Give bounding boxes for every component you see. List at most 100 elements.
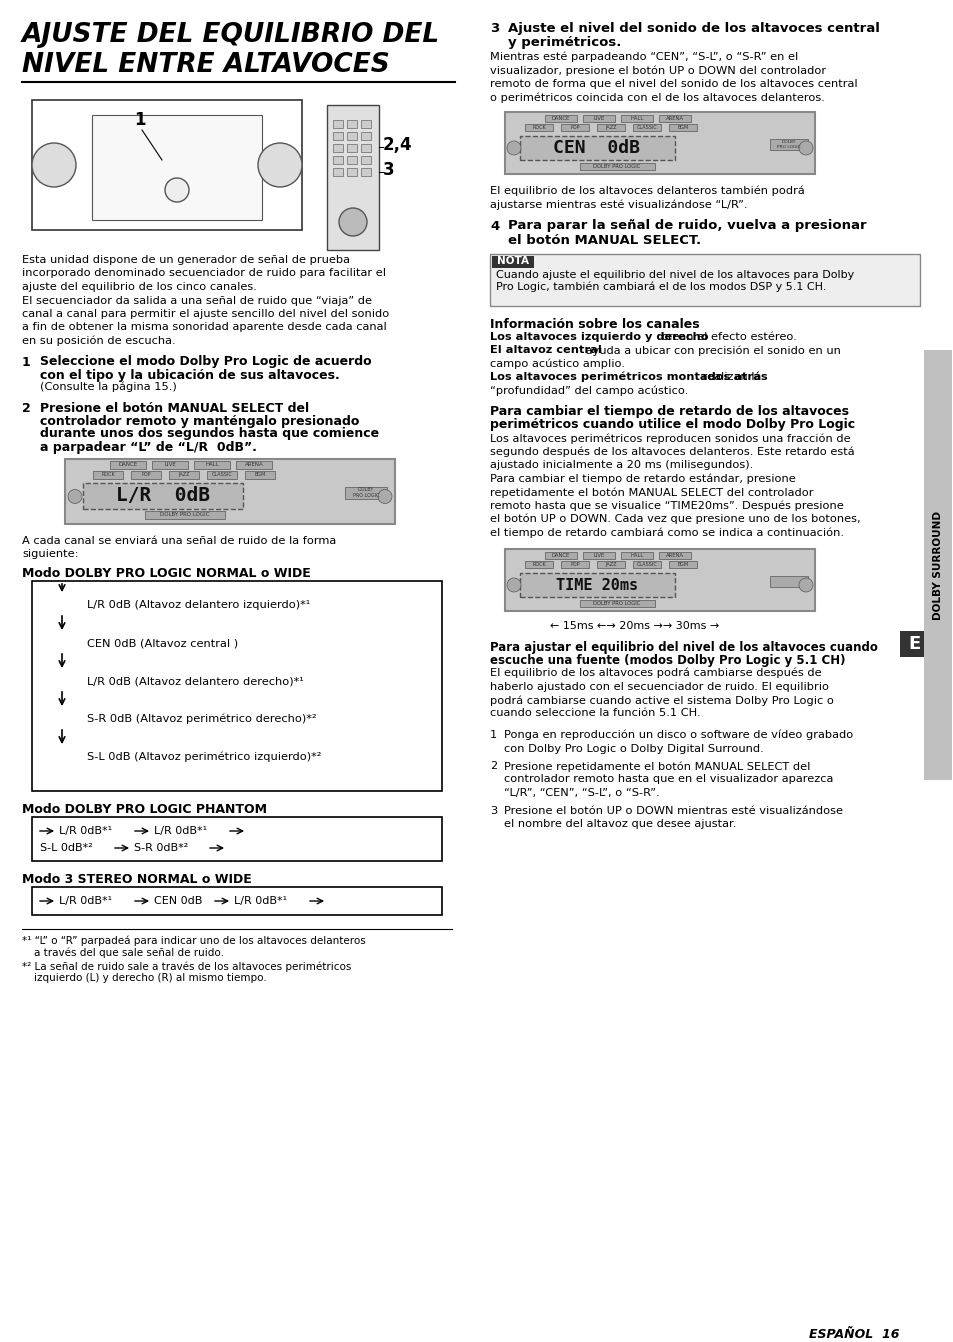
Text: repetidamente el botón MANUAL SELECT del controlador: repetidamente el botón MANUAL SELECT del… [490, 487, 813, 498]
Text: el botón MANUAL SELECT.: el botón MANUAL SELECT. [507, 234, 700, 247]
Text: en su posición de escucha.: en su posición de escucha. [22, 336, 175, 346]
Text: *² La señal de ruido sale a través de los altavoces perimétricos: *² La señal de ruido sale a través de lo… [22, 961, 351, 972]
Text: ROCK: ROCK [532, 125, 545, 130]
Text: Presione el botón MANUAL SELECT del: Presione el botón MANUAL SELECT del [40, 401, 309, 415]
Bar [169, 471, 199, 479]
Text: durante unos dos segundos hasta que comience: durante unos dos segundos hasta que comi… [40, 428, 378, 440]
Bar [560, 123, 588, 132]
Text: y perimétricos.: y perimétricos. [507, 36, 620, 50]
Text: A cada canal se enviará una señal de ruido de la forma: A cada canal se enviará una señal de rui… [22, 535, 335, 545]
Text: el nombre del altavoz que desee ajustar.: el nombre del altavoz que desee ajustar. [503, 819, 736, 829]
Bar [899, 631, 929, 658]
Text: ARENA: ARENA [244, 462, 263, 467]
Text: LIVE: LIVE [593, 553, 604, 558]
Bar [32, 101, 302, 229]
Text: *¹ “L” o “R” parpadeá para indicar uno de los altavoces delanteros: *¹ “L” o “R” parpadeá para indicar uno d… [22, 935, 365, 946]
Text: L/R 0dB*¹: L/R 0dB*¹ [153, 825, 207, 836]
Text: segundo después de los altavoces delanteros. Este retardo está: segundo después de los altavoces delante… [490, 447, 854, 458]
Text: Los altavoces perimétricos montados atrás: Los altavoces perimétricos montados atrá… [490, 372, 767, 382]
Text: campo acústico amplio.: campo acústico amplio. [490, 358, 624, 369]
Bar [659, 552, 690, 560]
Text: El equilibrio de los altavoces delanteros también podrá: El equilibrio de los altavoces delantero… [490, 187, 804, 196]
Text: remoto de forma que el nivel del sonido de los altavoces central: remoto de forma que el nivel del sonido … [490, 79, 857, 89]
Text: DANCE: DANCE [118, 462, 137, 467]
Text: Presione el botón UP o DOWN mientras esté visualizándose: Presione el botón UP o DOWN mientras est… [503, 805, 842, 816]
Text: AJUSTE DEL EQUILIBRIO DEL: AJUSTE DEL EQUILIBRIO DEL [22, 21, 439, 48]
Text: ROCK: ROCK [101, 472, 114, 476]
Text: ajuste del equilibrio de los cinco canales.: ajuste del equilibrio de los cinco canal… [22, 282, 256, 293]
Text: a parpadear “L” de “L/R  0dB”.: a parpadear “L” de “L/R 0dB”. [40, 440, 256, 454]
Text: Seleccione el modo Dolby Pro Logic de acuerdo: Seleccione el modo Dolby Pro Logic de ac… [40, 356, 372, 369]
Text: DOLBY
PRO LOGIC: DOLBY PRO LOGIC [777, 140, 800, 149]
Text: DOLBY PRO LOGIC: DOLBY PRO LOGIC [593, 164, 640, 169]
Circle shape [799, 141, 812, 154]
Text: crean el efecto estéreo.: crean el efecto estéreo. [658, 331, 796, 341]
Text: L/R 0dB (Altavoz delantero derecho)*¹: L/R 0dB (Altavoz delantero derecho)*¹ [87, 676, 303, 686]
Bar [544, 115, 577, 122]
Text: S-L 0dB (Altavoz perimétrico izquierdo)*²: S-L 0dB (Altavoz perimétrico izquierdo)*… [87, 752, 321, 762]
Bar [492, 255, 534, 267]
Text: Pro Logic, también cambiará el de los modos DSP y 5.1 CH.: Pro Logic, también cambiará el de los mo… [496, 282, 825, 293]
Text: L/R 0dB (Altavoz delantero izquierdo)*¹: L/R 0dB (Altavoz delantero izquierdo)*¹ [87, 600, 310, 611]
Text: L/R 0dB*¹: L/R 0dB*¹ [59, 825, 112, 836]
Bar [91, 115, 262, 220]
Text: DOLBY SURROUND: DOLBY SURROUND [932, 510, 942, 620]
Bar [235, 460, 272, 468]
Text: Para cambiar el tiempo de retardo de los altavoces: Para cambiar el tiempo de retardo de los… [490, 405, 848, 417]
Text: 4: 4 [490, 220, 498, 232]
Text: el botón UP o DOWN. Cada vez que presione uno de los botones,: el botón UP o DOWN. Cada vez que presion… [490, 514, 860, 525]
Text: BGM: BGM [677, 125, 688, 130]
Bar [519, 573, 675, 597]
Bar [360, 144, 371, 152]
Text: BGM: BGM [677, 562, 688, 568]
Text: Cuando ajuste el equilibrio del nivel de los altavoces para Dolby: Cuando ajuste el equilibrio del nivel de… [496, 270, 853, 279]
Bar [504, 549, 814, 611]
Bar [579, 162, 655, 170]
Bar [110, 460, 146, 468]
Bar [597, 123, 624, 132]
Text: 1: 1 [134, 111, 146, 129]
Circle shape [32, 144, 76, 187]
Bar [360, 119, 371, 127]
Text: a través del que sale señal de ruido.: a través del que sale señal de ruido. [34, 947, 224, 957]
Bar [659, 115, 690, 122]
Text: El secuenciador da salida a una señal de ruido que “viaja” de: El secuenciador da salida a una señal de… [22, 295, 372, 306]
Text: a fin de obtener la misma sonoridad aparente desde cada canal: a fin de obtener la misma sonoridad apar… [22, 322, 386, 333]
Text: 2,4: 2,4 [382, 136, 413, 154]
Bar [633, 123, 660, 132]
Text: POP: POP [570, 125, 579, 130]
Text: Mientras esté parpadeando “CEN”, “S-L”, o “S-R” en el: Mientras esté parpadeando “CEN”, “S-L”, … [490, 52, 798, 63]
Bar [579, 600, 655, 607]
Text: ajustado inicialmente a 20 ms (milisegundos).: ajustado inicialmente a 20 ms (milisegun… [490, 460, 753, 470]
Text: HALL: HALL [630, 115, 643, 121]
Text: “profundidad” del campo acústico.: “profundidad” del campo acústico. [490, 385, 687, 396]
Text: DOLBY
PRO LOGIC: DOLBY PRO LOGIC [353, 487, 379, 498]
Text: haberlo ajustado con el secuenciador de ruido. El equilibrio: haberlo ajustado con el secuenciador de … [490, 682, 828, 691]
Text: 2: 2 [22, 401, 30, 415]
Bar [668, 123, 697, 132]
Circle shape [68, 490, 82, 503]
Bar [145, 510, 225, 518]
Text: con Dolby Pro Logic o Dolby Digital Surround.: con Dolby Pro Logic o Dolby Digital Surr… [503, 743, 763, 753]
Text: JAZZ: JAZZ [604, 125, 616, 130]
Text: ESPAÑOL  16: ESPAÑOL 16 [809, 1329, 899, 1341]
Text: DOLBY PRO LOGIC: DOLBY PRO LOGIC [593, 601, 640, 607]
Bar [620, 115, 652, 122]
Bar [504, 111, 814, 174]
Text: (Consulte la página 15.): (Consulte la página 15.) [40, 381, 176, 392]
Text: canal a canal para permitir el ajuste sencillo del nivel del sonido: canal a canal para permitir el ajuste se… [22, 309, 389, 319]
Text: visualizador, presione el botón UP o DOWN del controlador: visualizador, presione el botón UP o DOW… [490, 66, 825, 76]
Text: Modo DOLBY PRO LOGIC NORMAL o WIDE: Modo DOLBY PRO LOGIC NORMAL o WIDE [22, 568, 311, 580]
Text: S-R 0dB (Altavoz perimétrico derecho)*²: S-R 0dB (Altavoz perimétrico derecho)*² [87, 714, 316, 725]
Text: cuando seleccione la función 5.1 CH.: cuando seleccione la función 5.1 CH. [490, 709, 700, 718]
Text: 2: 2 [490, 761, 497, 772]
Bar [333, 132, 343, 140]
Text: Para ajustar el equilibrio del nivel de los altavoces cuando: Para ajustar el equilibrio del nivel de … [490, 641, 877, 654]
Text: CLASSIC: CLASSIC [636, 562, 657, 568]
Text: con el tipo y la ubicación de sus altavoces.: con el tipo y la ubicación de sus altavo… [40, 369, 339, 381]
Text: L/R 0dB*¹: L/R 0dB*¹ [59, 896, 112, 906]
Bar [347, 132, 356, 140]
Bar [360, 132, 371, 140]
Text: realizan la: realizan la [699, 372, 760, 382]
Text: “L/R”, “CEN”, “S-L”, o “S-R”.: “L/R”, “CEN”, “S-L”, o “S-R”. [503, 788, 659, 798]
